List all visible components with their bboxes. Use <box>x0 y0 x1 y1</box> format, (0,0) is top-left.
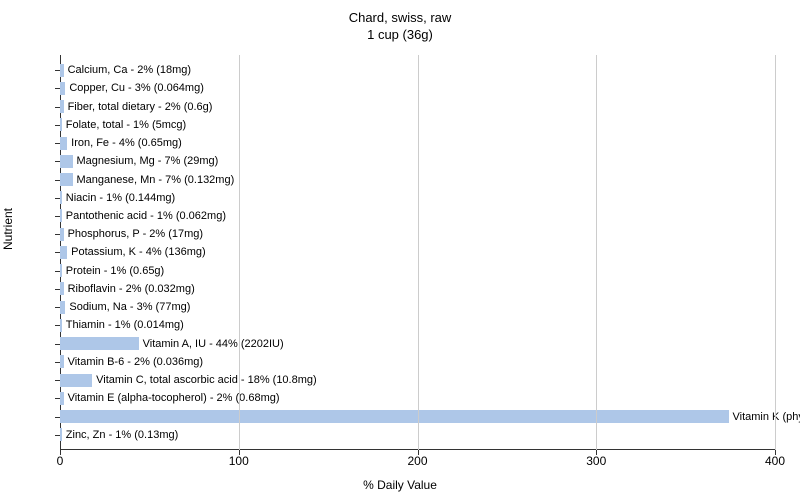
y-tick-mark <box>55 88 60 89</box>
chart-title-line1: Chard, swiss, raw <box>0 10 800 27</box>
bar-label: Vitamin E (alpha-tocopherol) - 2% (0.68m… <box>64 392 280 404</box>
bar-label: Calcium, Ca - 2% (18mg) <box>64 64 191 76</box>
y-tick-mark <box>55 271 60 272</box>
y-tick-mark <box>55 344 60 345</box>
y-tick-mark <box>55 380 60 381</box>
y-tick-mark <box>55 307 60 308</box>
y-tick-mark <box>55 216 60 217</box>
bar-label: Pantothenic acid - 1% (0.062mg) <box>62 210 226 222</box>
bar-label: Riboflavin - 2% (0.032mg) <box>64 283 195 295</box>
y-tick-mark <box>55 362 60 363</box>
y-tick-mark <box>55 435 60 436</box>
y-tick-mark <box>55 143 60 144</box>
bar <box>60 374 92 387</box>
x-tick-label: 400 <box>765 454 785 468</box>
bar-label: Magnesium, Mg - 7% (29mg) <box>73 155 219 167</box>
bar-label: Phosphorus, P - 2% (17mg) <box>64 228 204 240</box>
x-tick-label: 0 <box>57 454 64 468</box>
y-tick-mark <box>55 70 60 71</box>
bar <box>60 410 729 423</box>
y-tick-mark <box>55 417 60 418</box>
bar <box>60 137 67 150</box>
bar-label: Iron, Fe - 4% (0.65mg) <box>67 137 182 149</box>
bar-label: Fiber, total dietary - 2% (0.6g) <box>64 101 213 113</box>
plot-area: Calcium, Ca - 2% (18mg) Copper, Cu - 3% (… <box>60 55 775 450</box>
chart-title-line2: 1 cup (36g) <box>0 27 800 44</box>
bar-label: Vitamin C, total ascorbic acid - 18% (10… <box>92 374 317 386</box>
bar-label: Niacin - 1% (0.144mg) <box>62 192 175 204</box>
bar-label: Potassium, K - 4% (136mg) <box>67 246 206 258</box>
y-tick-mark <box>55 325 60 326</box>
bar-label: Vitamin K (phylloquinone) - 374% (298.8m… <box>729 411 800 423</box>
y-axis-label: Nutrient <box>1 208 15 250</box>
y-tick-mark <box>55 289 60 290</box>
bar <box>60 173 73 186</box>
grid-line <box>239 55 240 450</box>
y-tick-mark <box>55 125 60 126</box>
grid-line <box>596 55 597 450</box>
y-tick-mark <box>55 107 60 108</box>
y-tick-mark <box>55 252 60 253</box>
bar-label: Folate, total - 1% (5mcg) <box>62 119 186 131</box>
bar-label: Zinc, Zn - 1% (0.13mg) <box>62 429 178 441</box>
y-tick-mark <box>55 234 60 235</box>
x-axis-label: % Daily Value <box>0 478 800 492</box>
x-tick-label: 200 <box>407 454 427 468</box>
bar-label: Vitamin A, IU - 44% (2202IU) <box>139 338 284 350</box>
x-tick-label: 100 <box>229 454 249 468</box>
bar-label: Sodium, Na - 3% (77mg) <box>65 301 190 313</box>
x-tick-label: 300 <box>586 454 606 468</box>
bar-label: Thiamin - 1% (0.014mg) <box>62 319 184 331</box>
bar <box>60 155 73 168</box>
bar <box>60 246 67 259</box>
y-tick-mark <box>55 398 60 399</box>
y-tick-mark <box>55 198 60 199</box>
chart-title: Chard, swiss, raw 1 cup (36g) <box>0 10 800 44</box>
y-tick-mark <box>55 180 60 181</box>
bar-label: Copper, Cu - 3% (0.064mg) <box>65 82 204 94</box>
grid-line <box>418 55 419 450</box>
bar <box>60 337 139 350</box>
bar-label: Vitamin B-6 - 2% (0.036mg) <box>64 356 204 368</box>
grid-line <box>775 55 776 450</box>
bar-label: Protein - 1% (0.65g) <box>62 265 164 277</box>
y-tick-mark <box>55 161 60 162</box>
bar-label: Manganese, Mn - 7% (0.132mg) <box>73 174 235 186</box>
